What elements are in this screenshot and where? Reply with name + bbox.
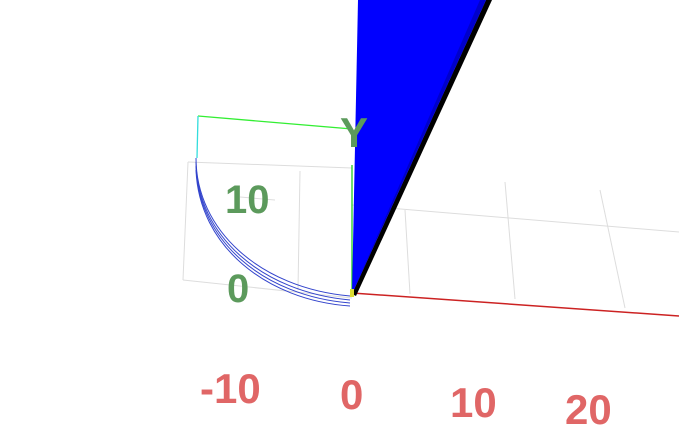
grid-line bbox=[187, 161, 353, 169]
grid-line bbox=[351, 204, 679, 233]
curve-line bbox=[195, 161, 351, 301]
origin-marker bbox=[350, 289, 354, 297]
curve-line bbox=[195, 169, 351, 307]
curve-bundle bbox=[195, 157, 351, 307]
curve-line bbox=[195, 157, 351, 297]
y-axis-name: Y bbox=[340, 109, 368, 156]
grid-line bbox=[504, 181, 516, 300]
x-tick-label-10: 10 bbox=[450, 379, 497, 426]
grid-line bbox=[239, 196, 276, 201]
x-axis-line bbox=[351, 292, 679, 317]
surface bbox=[352, 0, 492, 296]
box-edge-left bbox=[196, 115, 199, 159]
x-tick-label-neg10: -10 bbox=[200, 365, 261, 412]
y-tick-label-0: 0 bbox=[227, 267, 249, 311]
x-tick-label-0: 0 bbox=[340, 371, 363, 418]
curve-line bbox=[195, 165, 351, 304]
grid-line bbox=[297, 170, 301, 291]
grid-line bbox=[599, 189, 626, 309]
bounding-box bbox=[196, 115, 353, 159]
grid-line bbox=[404, 209, 411, 295]
surface-dark-fold bbox=[352, 0, 486, 294]
surface-edge bbox=[352, 0, 492, 296]
y-tick-label-10: 10 bbox=[225, 178, 270, 222]
grid-line bbox=[182, 161, 189, 281]
grid-line bbox=[182, 279, 353, 299]
box-edge-top bbox=[197, 115, 353, 130]
grid bbox=[182, 161, 679, 309]
x-tick-label-20: 20 bbox=[565, 386, 612, 433]
